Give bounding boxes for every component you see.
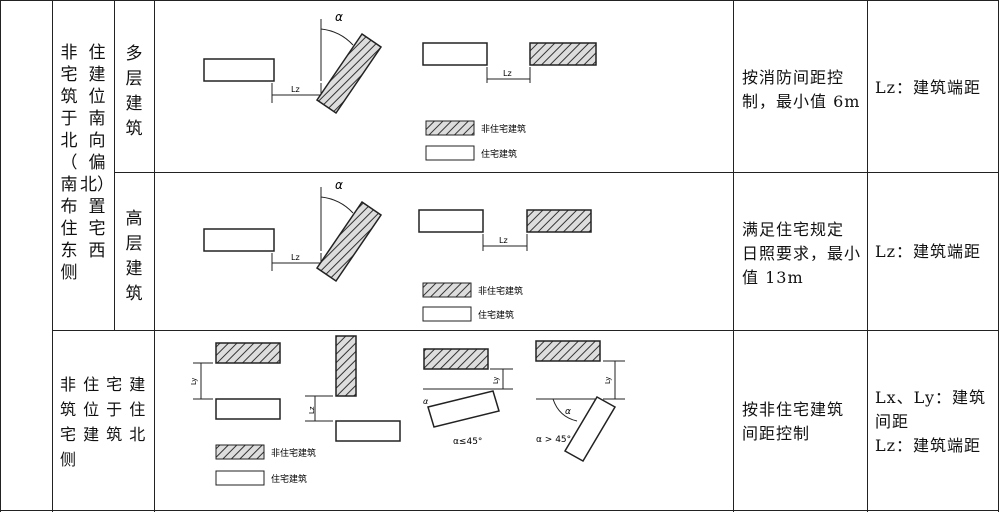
non-residential-building-2: [529, 42, 597, 66]
col-divider-1: [52, 0, 53, 512]
table-top-border: [0, 0, 999, 1]
row-divider-1: [114, 172, 999, 173]
legend-hatched-swatch: [425, 120, 475, 136]
non-residential-building: [315, 32, 383, 115]
legend-hatched-label: 非住宅建筑: [271, 447, 316, 459]
col-divider-3: [154, 0, 155, 512]
row3-rule: 按非住宅建筑 间距控制: [742, 400, 845, 443]
lz-label: Lz: [291, 253, 300, 262]
row1-note: Lz：建筑端距: [875, 78, 982, 97]
row-divider-2: [52, 330, 999, 331]
row2-note: Lz：建筑端距: [875, 242, 982, 261]
non-residential-building-c: [423, 348, 489, 370]
residential-building-a: [215, 398, 281, 420]
category-col1: 非 宅 筑 于 北 （ 南 布 住 东 侧: [60, 43, 78, 283]
residential-building-d: [563, 395, 617, 463]
legend-hatched-label: 非住宅建筑: [481, 123, 526, 135]
alpha-label-c: α: [423, 397, 429, 406]
row1-diagram: Lz α Lz 非住宅建筑 住宅建筑: [203, 10, 597, 161]
ly-label-a: Ly: [190, 378, 198, 385]
legend-plain-swatch: [425, 145, 475, 161]
alpha-gt-label: α > 45°: [536, 435, 571, 445]
alpha-label: α: [335, 10, 343, 24]
non-residential-building-a: [215, 342, 281, 364]
row2-rule: 满足住宅规定 日照要求，最小 值 13m: [742, 220, 862, 287]
non-residential-building: [315, 200, 383, 283]
lz-label-b: Lz: [308, 406, 316, 414]
row2-type: 高 层 建 筑: [125, 209, 143, 304]
lz-label-2: Lz: [499, 236, 508, 245]
alpha-arc-d: [552, 398, 578, 422]
category-col2: 住 建 位 南 向 偏 北） 置 宅 西: [80, 43, 114, 261]
alpha-arc: [320, 28, 354, 46]
non-residential-building-2: [526, 209, 592, 233]
lz-label: Lz: [291, 85, 300, 94]
residential-building: [203, 58, 275, 82]
alpha-arc: [320, 196, 354, 214]
col-divider-5: [867, 0, 868, 512]
table-bottom-border: [0, 510, 999, 511]
non-residential-building-b: [335, 335, 357, 397]
non-residential-building-d: [535, 340, 601, 362]
row2-diagram: Lz α Lz 非住宅建筑 住宅建筑: [203, 178, 592, 322]
row1-rule: 按消防间距控 制，最小值 6m: [742, 68, 861, 111]
legend-hatched-label: 非住宅建筑: [478, 285, 523, 297]
row3-note: Lx、Ly：建筑 间距 Lz：建筑端距: [875, 388, 987, 455]
residential-building: [203, 228, 275, 252]
residential-building-b: [335, 420, 401, 442]
col-divider-2: [114, 0, 115, 330]
lz-label-2: Lz: [503, 69, 512, 78]
ly-label-d: Ly: [604, 377, 612, 384]
residential-building-2: [418, 209, 484, 233]
table-left-border: [0, 0, 1, 512]
row3-category: 非 住 宅 建 筑 位 于 住 宅 建 筑 北 侧: [60, 375, 147, 469]
residential-building-c: [427, 390, 500, 428]
legend-plain-label: 住宅建筑: [271, 473, 307, 485]
legend-hatched-swatch: [422, 282, 472, 298]
residential-building-2: [422, 42, 488, 66]
col-divider-4: [733, 0, 734, 512]
legend-plain-swatch: [215, 470, 265, 486]
legend-plain-label: 住宅建筑: [478, 309, 514, 321]
row1-type: 多 层 建 筑: [125, 44, 143, 139]
alpha-le-label: α≤45°: [453, 437, 482, 447]
legend-hatched-swatch: [215, 444, 265, 460]
ly-label-c: Ly: [492, 377, 500, 384]
row3-diagram: Ly Lz Ly α α≤45° Ly α α > 45° 非住宅建筑 住宅建筑: [190, 335, 625, 486]
alpha-label: α: [335, 178, 343, 192]
legend-plain-swatch: [422, 306, 472, 322]
legend-plain-label: 住宅建筑: [481, 148, 517, 160]
alpha-label-d: α: [565, 407, 571, 417]
